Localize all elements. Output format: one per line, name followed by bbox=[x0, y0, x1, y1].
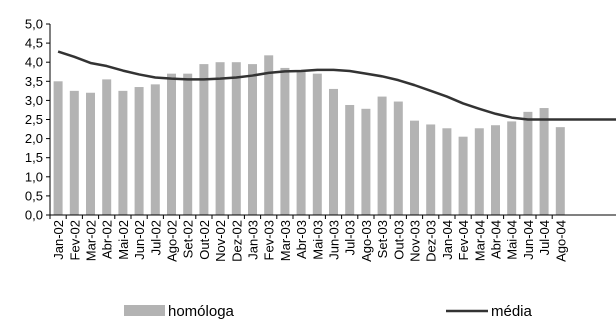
bar bbox=[555, 127, 565, 215]
bar bbox=[264, 55, 274, 215]
y-tick-label: 5,0 bbox=[25, 17, 43, 32]
y-tick-label: 2,0 bbox=[25, 131, 43, 146]
x-tick-label: Abr-03 bbox=[294, 220, 309, 259]
bar bbox=[539, 108, 549, 215]
x-tick-label: Nov-03 bbox=[408, 220, 423, 262]
y-axis: 0,0 0,5 1,0 1,5 2,0 2,5 3,0 3,5 4,0 4,5 5,0 bbox=[25, 17, 51, 223]
bar bbox=[312, 73, 322, 215]
x-tick-label: Jul-03 bbox=[343, 220, 358, 255]
bar bbox=[280, 67, 290, 216]
y-tick-label: 4,5 bbox=[25, 36, 43, 51]
y-tick-label: 2,5 bbox=[25, 112, 43, 127]
bar-series bbox=[53, 55, 565, 216]
x-tick-label: Jun-03 bbox=[327, 220, 342, 260]
x-tick-label: Jan-02 bbox=[51, 220, 66, 260]
y-tick-label: 1,0 bbox=[25, 169, 43, 184]
bar bbox=[199, 64, 209, 215]
x-tick-label: Jul-04 bbox=[537, 220, 552, 255]
legend-label-media: média bbox=[491, 303, 533, 320]
x-tick-label: Set-02 bbox=[181, 220, 196, 258]
x-tick-label: Jul-02 bbox=[148, 220, 163, 255]
y-tick-label: 1,5 bbox=[25, 150, 43, 165]
bar bbox=[393, 101, 403, 215]
bar bbox=[183, 73, 193, 215]
x-tick-label: Jun-04 bbox=[521, 220, 536, 260]
bar bbox=[329, 88, 338, 215]
x-tick-label: Jun-02 bbox=[132, 220, 147, 260]
y-tick-label: 0,0 bbox=[25, 208, 43, 223]
x-tick-label: Dez-03 bbox=[424, 220, 439, 262]
bar bbox=[248, 64, 257, 215]
bar bbox=[231, 62, 241, 216]
bar bbox=[69, 90, 79, 215]
bar bbox=[215, 62, 225, 216]
y-tick-label: 3,0 bbox=[25, 93, 43, 108]
x-tick-label: Out-03 bbox=[391, 220, 406, 260]
x-tick-label: Set-03 bbox=[375, 220, 390, 258]
x-tick-label: Mar-04 bbox=[472, 220, 487, 261]
bar bbox=[523, 111, 533, 215]
legend: homóloga média bbox=[124, 303, 533, 320]
x-tick-label: Mar-02 bbox=[84, 220, 99, 261]
bar bbox=[426, 124, 436, 215]
x-tick-label: Ago-03 bbox=[359, 220, 374, 262]
bar bbox=[491, 125, 500, 215]
line-media bbox=[57, 50, 616, 121]
bar bbox=[377, 96, 387, 215]
x-tick-label: Mai-02 bbox=[116, 220, 131, 260]
x-tick-label: Ago-02 bbox=[165, 220, 180, 262]
bar bbox=[474, 128, 484, 215]
bar bbox=[53, 81, 63, 215]
bar bbox=[167, 73, 176, 215]
x-tick-label: Dez-02 bbox=[229, 220, 244, 262]
bar bbox=[296, 71, 306, 215]
bar bbox=[86, 92, 95, 215]
x-tick-label: Fev-04 bbox=[456, 220, 471, 260]
x-tick-label: Nov-02 bbox=[213, 220, 228, 262]
x-tick-label: Ago-04 bbox=[553, 220, 568, 262]
x-tick-label: Fev-03 bbox=[262, 220, 277, 260]
x-tick-label: Out-02 bbox=[197, 220, 212, 260]
x-tick-label: Abr-04 bbox=[489, 220, 504, 259]
line-series bbox=[57, 50, 616, 121]
bar bbox=[361, 108, 371, 215]
x-tick-label: Fev-02 bbox=[67, 220, 82, 260]
bar bbox=[410, 120, 419, 215]
x-tick-label: Abr-02 bbox=[100, 220, 115, 259]
bar bbox=[442, 128, 452, 215]
bar bbox=[507, 121, 517, 215]
y-tick-label: 4,0 bbox=[25, 55, 43, 70]
x-tick-label: Jan-03 bbox=[246, 220, 261, 260]
y-tick-label: 3,5 bbox=[25, 74, 43, 89]
bar bbox=[118, 90, 128, 215]
bar bbox=[134, 87, 144, 215]
bar bbox=[150, 84, 160, 215]
legend-label-homologa: homóloga bbox=[168, 303, 235, 320]
x-tick-label: Mai-04 bbox=[505, 220, 520, 260]
bar bbox=[102, 79, 112, 215]
x-axis: Jan-02 Fev-02 Mar-02 Abr-02 Mai-02 Jun-02 Jul-… bbox=[49, 214, 616, 262]
bar bbox=[458, 136, 468, 215]
x-tick-label: Mar-03 bbox=[278, 220, 293, 261]
x-tick-label: Jan-04 bbox=[440, 220, 455, 260]
x-tick-label: Mai-03 bbox=[310, 220, 325, 260]
bar bbox=[345, 104, 355, 215]
y-tick-label: 0,5 bbox=[25, 188, 43, 203]
legend-swatch-homologa bbox=[124, 305, 165, 316]
